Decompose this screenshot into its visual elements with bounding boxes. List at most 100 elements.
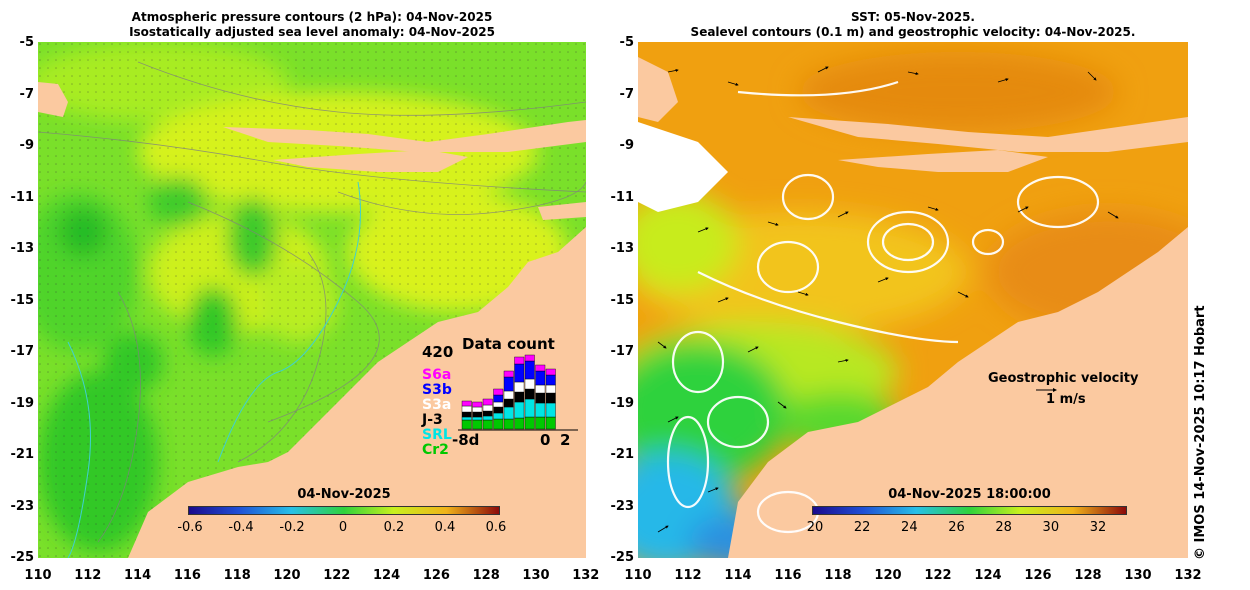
data-count-bar-segment bbox=[524, 398, 535, 418]
colorbar-tick-label: 30 bbox=[1042, 520, 1060, 535]
data-count-x-start: -8d bbox=[452, 431, 480, 449]
data-count-bar-segment bbox=[472, 401, 483, 408]
data-count-bar-segment bbox=[482, 404, 493, 412]
x-tick-label: 124 bbox=[974, 568, 1002, 583]
data-count-bar-segment bbox=[514, 417, 525, 430]
colorbar-tick-label: 20 bbox=[806, 520, 824, 535]
data-count-bar-segment bbox=[482, 398, 493, 406]
x-tick-label: 122 bbox=[924, 568, 952, 583]
x-tick-label: 114 bbox=[724, 568, 752, 583]
data-count-bar-segment bbox=[524, 388, 535, 400]
colorbar-tick-label: 32 bbox=[1089, 520, 1107, 535]
colorbar-tick-label: 0.6 bbox=[485, 520, 507, 535]
data-count-bar-segment bbox=[535, 364, 546, 372]
data-count-bar-segment bbox=[472, 411, 483, 418]
y-tick-label: -11 bbox=[610, 189, 635, 205]
legend-s3b: S3b bbox=[422, 382, 452, 398]
data-count-bar-segment bbox=[493, 388, 504, 396]
data-count-legend: S6a S3b S3a J-3 SRL Cr2 bbox=[422, 368, 452, 458]
y-tick-label: -5 bbox=[19, 35, 34, 50]
data-count-bar-segment bbox=[482, 419, 493, 430]
data-count-bar-segment bbox=[514, 391, 525, 403]
data-count-bar-segment bbox=[545, 416, 556, 430]
data-count-bar-segment bbox=[493, 406, 504, 414]
velocity-legend-label: Geostrophic velocity bbox=[988, 371, 1139, 386]
legend-s6a: S6a bbox=[422, 367, 452, 383]
x-tick-label: 114 bbox=[124, 568, 152, 583]
data-count-bar-segment bbox=[535, 384, 546, 394]
y-tick-label: -17 bbox=[10, 344, 35, 359]
colorbar-tick-label: 22 bbox=[853, 520, 871, 535]
x-tick-label: 130 bbox=[1124, 568, 1152, 583]
data-count-x-zero: 0 bbox=[540, 431, 551, 449]
colorbar-tick-label: -0.4 bbox=[228, 520, 254, 535]
data-count-bar-segment bbox=[461, 419, 472, 430]
data-count-bar-segment bbox=[524, 360, 535, 380]
colorbar-tick-label: 0.2 bbox=[383, 520, 405, 535]
x-tick-label: 132 bbox=[572, 568, 600, 583]
x-tick-label: 120 bbox=[273, 568, 301, 583]
x-tick-label: 110 bbox=[624, 568, 652, 583]
legend-s3a: S3a bbox=[422, 397, 452, 413]
data-count-bar-segment bbox=[514, 401, 525, 419]
data-count-bar-segment bbox=[535, 370, 546, 386]
data-count-bar-segment bbox=[514, 363, 525, 383]
sst-field bbox=[638, 42, 1188, 558]
y-tick-label: -9 bbox=[619, 138, 634, 153]
imos-credit: © IMOS 14-Nov-2025 10:17 Hobart bbox=[1193, 305, 1208, 560]
y-tick-label: -21 bbox=[610, 447, 635, 462]
sea-level-anomaly-map[interactable] bbox=[38, 42, 586, 558]
y-tick-label: -15 bbox=[10, 292, 35, 308]
data-count-bar-segment bbox=[535, 392, 546, 404]
data-count-bar-segment bbox=[535, 416, 546, 430]
y-tick-label: -9 bbox=[19, 138, 34, 153]
data-count-bar-segment bbox=[493, 394, 504, 403]
colorbar-tick-label: -0.2 bbox=[279, 520, 305, 535]
data-count-bar-segment bbox=[545, 374, 556, 386]
y-tick-label: -15 bbox=[610, 292, 635, 308]
x-tick-label: 112 bbox=[674, 568, 702, 583]
x-tick-label: 128 bbox=[1074, 568, 1102, 583]
colorbar-tick-label: 0.4 bbox=[434, 520, 456, 535]
x-tick-label: 118 bbox=[824, 568, 852, 583]
x-tick-label: 132 bbox=[1174, 568, 1202, 583]
left-colorbar-date: 04-Nov-2025 bbox=[297, 487, 391, 502]
sea-level-anomaly-field bbox=[38, 42, 586, 558]
left-colorbar bbox=[188, 506, 500, 515]
x-tick-label: 128 bbox=[472, 568, 500, 583]
y-tick-label: -21 bbox=[10, 447, 35, 462]
data-count-bar-segment bbox=[503, 376, 514, 392]
data-count-bar-segment bbox=[472, 406, 483, 413]
colorbar-tick-label: 26 bbox=[948, 520, 965, 535]
y-tick-label: -25 bbox=[610, 550, 635, 565]
colorbar-tick-label: 0 bbox=[338, 520, 348, 535]
colorbar-tick-label: -0.6 bbox=[177, 520, 203, 535]
data-count-max-label: 420 bbox=[422, 343, 454, 361]
data-count-bar-segment bbox=[493, 401, 504, 408]
data-count-bar-segment bbox=[545, 392, 556, 404]
y-tick-label: -19 bbox=[10, 395, 35, 411]
y-tick-label: -23 bbox=[10, 498, 35, 514]
data-count-bar-segment bbox=[482, 410, 493, 417]
data-count-bar-segment bbox=[472, 419, 483, 430]
x-tick-label: 120 bbox=[874, 568, 902, 583]
data-count-bar-segment bbox=[493, 412, 504, 420]
x-tick-label: 110 bbox=[24, 568, 52, 583]
y-tick-label: -17 bbox=[610, 344, 635, 359]
left-map-title: Atmospheric pressure contours (2 hPa): 0… bbox=[129, 10, 495, 39]
y-tick-label: -5 bbox=[619, 35, 634, 50]
right-map-title: SST: 05-Nov-2025. Sealevel contours (0.1… bbox=[690, 10, 1136, 39]
data-count-bar-segment bbox=[524, 378, 535, 390]
data-count-bar-segment bbox=[514, 356, 525, 365]
data-count-bars bbox=[458, 354, 578, 431]
y-tick-label: -7 bbox=[19, 86, 34, 102]
data-count-bar-segment bbox=[545, 402, 556, 418]
data-count-title: Data count bbox=[462, 335, 555, 353]
data-count-bar-segment bbox=[461, 416, 472, 421]
sst-map[interactable] bbox=[638, 42, 1188, 558]
velocity-legend-scale: 1 m/s bbox=[1046, 392, 1086, 407]
data-count-bar-segment bbox=[461, 405, 472, 413]
data-count-x-end: 2 bbox=[560, 431, 571, 449]
data-count-bar-segment bbox=[524, 416, 535, 430]
data-count-bar-segment bbox=[503, 406, 514, 420]
